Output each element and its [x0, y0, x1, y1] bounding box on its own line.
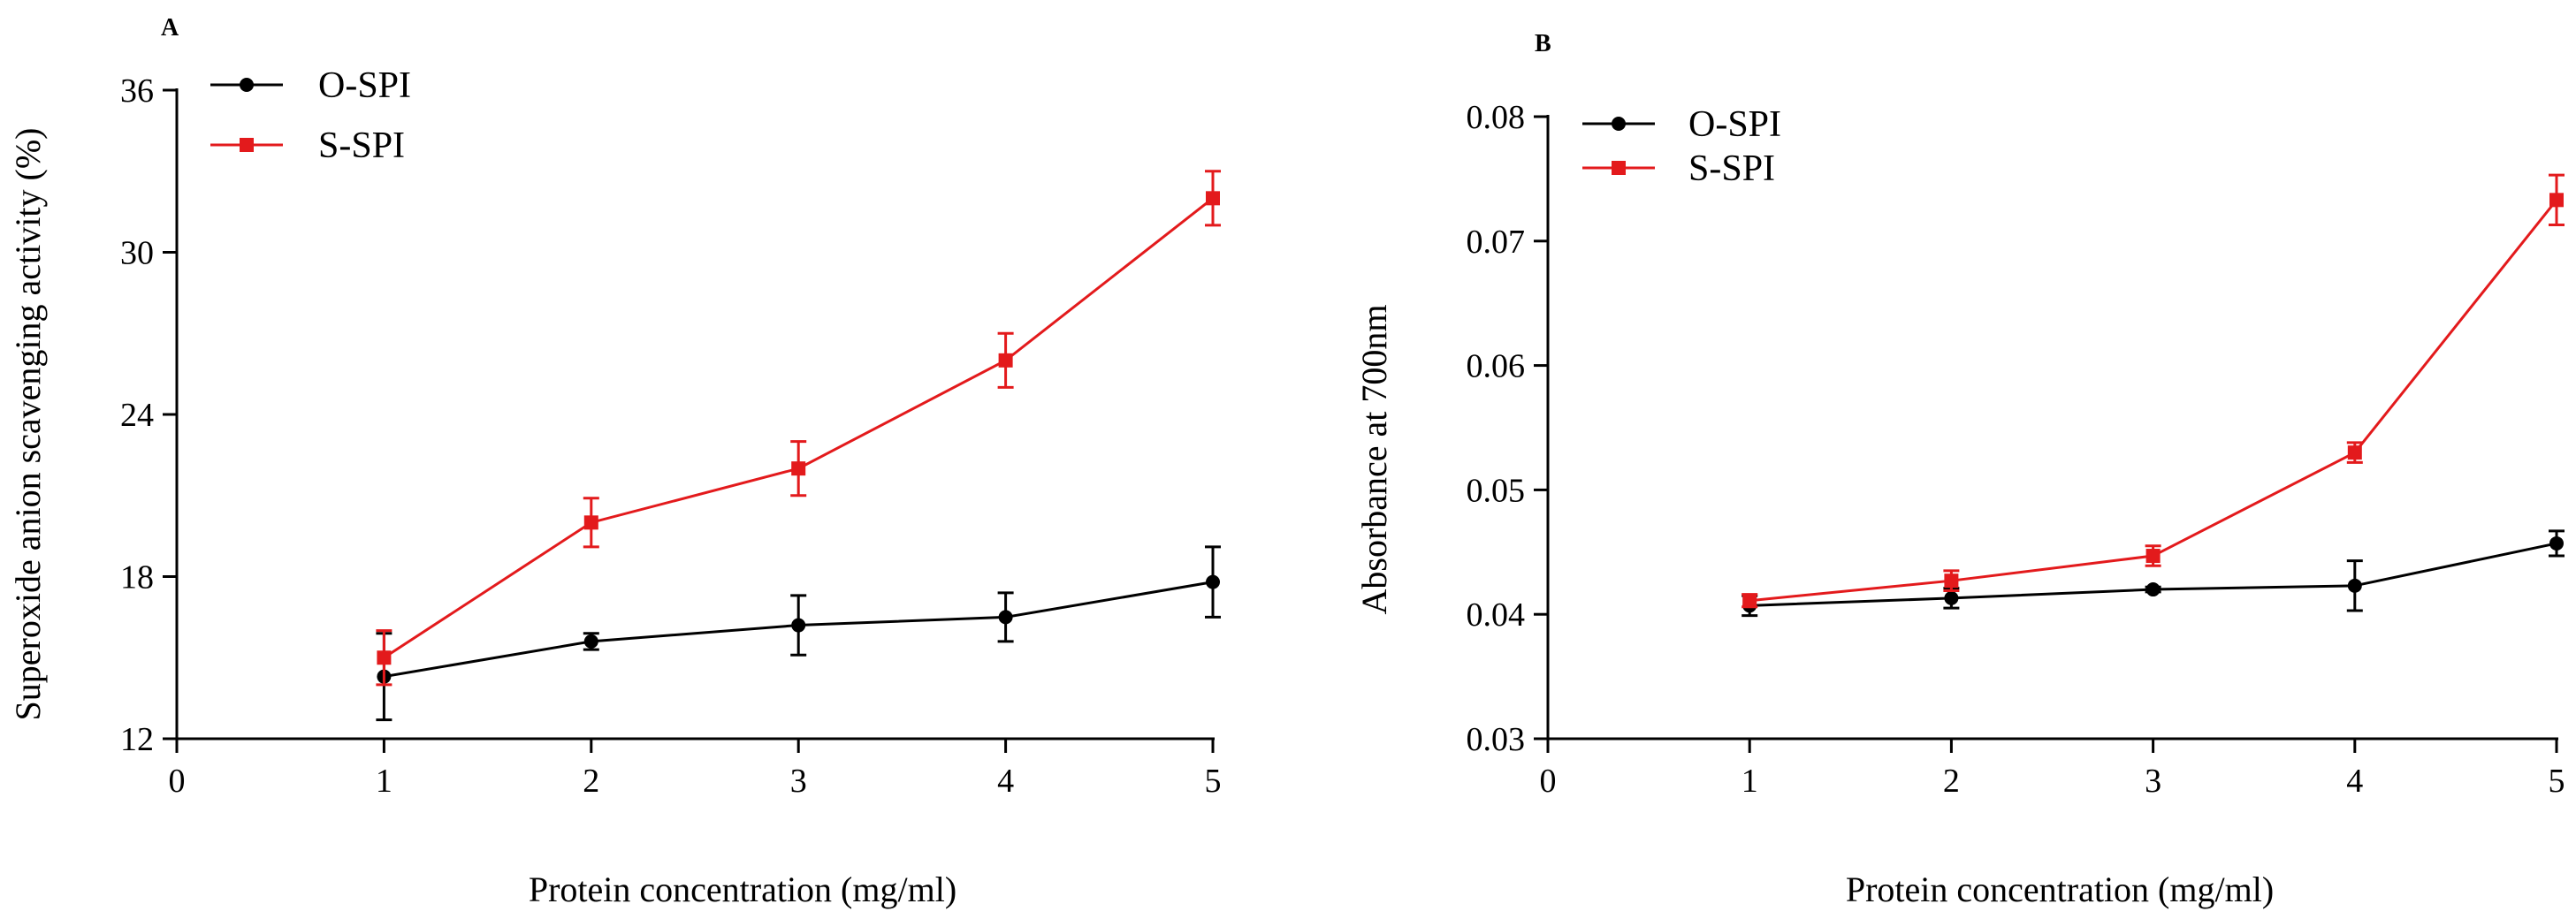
legend-label-o-spi: O-SPI — [1688, 104, 1781, 145]
legend-label-s-spi: S-SPI — [318, 125, 405, 166]
legend-label-s-spi: S-SPI — [1688, 148, 1775, 189]
x-tick-label: 0 — [1540, 763, 1557, 800]
axes: 0 1 2 3 4 5 0.03 0.04 0.05 0.06 0.07 0.08 — [1467, 99, 2565, 800]
legend-marker-s-spi — [240, 138, 254, 152]
data-point-s-spi — [2145, 549, 2161, 564]
data-point-s-spi — [1944, 573, 1959, 589]
data-point-s-spi — [791, 461, 806, 476]
y-tick-label: 12 — [120, 721, 154, 758]
legend: O-SPI S-SPI — [210, 65, 411, 166]
y-tick-label: 0.07 — [1467, 224, 1526, 261]
data-point-o-spi — [1206, 574, 1220, 589]
x-tick-label: 1 — [1741, 763, 1758, 800]
data-point-o-spi — [1944, 590, 1959, 605]
y-tick-label: 0.06 — [1467, 348, 1526, 385]
x-tick-label: 5 — [1205, 763, 1222, 800]
y-axis-title: Absorbance at 700nm — [1354, 304, 1394, 614]
data-point-s-spi — [2347, 445, 2362, 460]
plot-area — [376, 170, 1221, 722]
x-tick-label: 0 — [169, 763, 186, 800]
x-tick-label: 4 — [997, 763, 1014, 800]
plot-area — [1741, 173, 2565, 618]
x-tick-label: 3 — [2145, 763, 2161, 800]
series-line-s-spi — [1749, 199, 2558, 603]
data-point-s-spi — [377, 650, 392, 665]
panel-label: A — [161, 14, 179, 42]
x-axis-title: Protein concentration (mg/ml) — [529, 870, 956, 909]
data-point-o-spi — [2145, 582, 2161, 597]
x-tick-label: 4 — [2346, 763, 2363, 800]
y-axis-title: Superoxide anion scavenging activity (%) — [8, 128, 48, 721]
series-line-s-spi — [383, 197, 1214, 659]
x-tick-label: 3 — [790, 763, 807, 800]
data-point-o-spi — [791, 618, 806, 633]
y-tick-label: 0.04 — [1467, 596, 1526, 634]
data-point-s-spi — [1206, 191, 1220, 206]
legend-marker-s-spi — [1612, 161, 1626, 175]
data-point-o-spi — [2347, 578, 2362, 593]
x-axis-title: Protein concentration (mg/ml) — [1846, 870, 2274, 909]
panel-b: B 0 1 2 3 4 5 0.03 0.04 0.05 0.06 0.07 0.08 Protein… — [1354, 30, 2565, 909]
panel-label: B — [1535, 30, 1551, 57]
legend: O-SPI S-SPI — [1582, 104, 1781, 189]
x-tick-label: 1 — [376, 763, 392, 800]
data-point-s-spi — [998, 353, 1013, 368]
data-point-s-spi — [2549, 193, 2564, 208]
y-tick-label: 18 — [120, 559, 154, 596]
x-tick-label: 5 — [2549, 763, 2565, 800]
legend-marker-o-spi — [1612, 117, 1626, 131]
y-tick-label: 0.08 — [1467, 99, 1526, 136]
y-tick-label: 30 — [120, 235, 154, 272]
data-point-s-spi — [583, 515, 598, 530]
data-point-o-spi — [583, 634, 598, 649]
y-tick-label: 36 — [120, 72, 154, 110]
data-point-o-spi — [998, 610, 1013, 625]
y-tick-label: 0.05 — [1467, 472, 1526, 509]
legend-marker-o-spi — [240, 78, 254, 92]
y-tick-label: 0.03 — [1467, 721, 1526, 758]
x-tick-label: 2 — [583, 763, 599, 800]
legend-label-o-spi: O-SPI — [318, 65, 411, 106]
data-point-o-spi — [2549, 535, 2564, 551]
x-tick-label: 2 — [1943, 763, 1960, 800]
y-tick-label: 24 — [120, 397, 154, 434]
data-point-s-spi — [1742, 593, 1757, 608]
